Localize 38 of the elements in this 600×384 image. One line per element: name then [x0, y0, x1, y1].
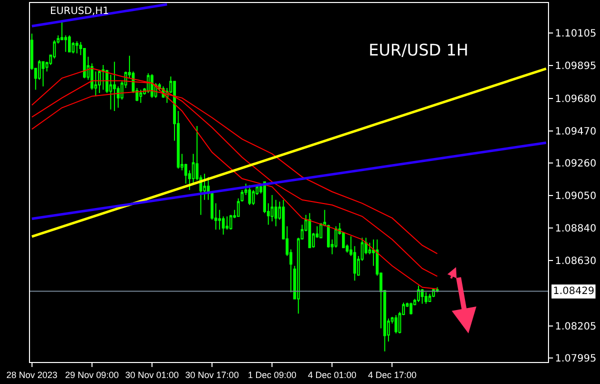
y-tick-label: 1.09050: [555, 191, 596, 202]
candlestick: [113, 61, 116, 112]
candlestick: [76, 40, 78, 54]
y-tick-label: 1.09895: [555, 60, 596, 72]
x-tick-label: 4 Dec 01:00: [308, 370, 356, 380]
y-tick-label: 1.07995: [555, 354, 596, 365]
candlestick: [139, 89, 142, 104]
candlestick: [308, 212, 312, 248]
x-tick-label: 4 Dec 17:00: [368, 370, 416, 380]
candlestick: [102, 64, 105, 90]
candlestick: [428, 293, 432, 303]
x-tick-label: 30 Nov 17:00: [185, 370, 239, 380]
annotation: EURUSD,H1: [50, 6, 110, 17]
candlestick: [394, 314, 398, 334]
y-tick-label: 1.09680: [555, 94, 596, 106]
candlestick: [248, 184, 252, 206]
y-tick-label: 1.08840: [555, 223, 596, 234]
x-tick-label: 30 Nov 01:00: [125, 370, 179, 380]
y-tick-label: 1.09260: [555, 158, 596, 170]
text: EUR/USD 1H: [368, 40, 468, 60]
candlestick: [98, 69, 101, 94]
candlestick: [68, 34, 71, 52]
x-tick-label: 1 Dec 09:00: [248, 370, 296, 380]
x-tick-label: 29 Nov 09:00: [65, 370, 119, 380]
candlestick: [417, 285, 420, 303]
y-tick-label: 1.08205: [555, 321, 596, 332]
candlestick: [420, 288, 424, 304]
candlestick: [150, 74, 154, 98]
candlestick: [424, 292, 428, 304]
candlestick: [274, 199, 278, 227]
x-tick-label: 28 Nov 2023: [6, 370, 58, 380]
candlestick: [410, 302, 412, 316]
y-tick-label: 1.10105: [555, 28, 596, 40]
y-tick-label: 1.08630: [555, 256, 596, 267]
candlestick: [42, 61, 45, 87]
y-tick-label: 1.09470: [555, 126, 596, 138]
candlestick: [226, 216, 228, 230]
ref-line-label: 1.08429: [553, 286, 594, 297]
